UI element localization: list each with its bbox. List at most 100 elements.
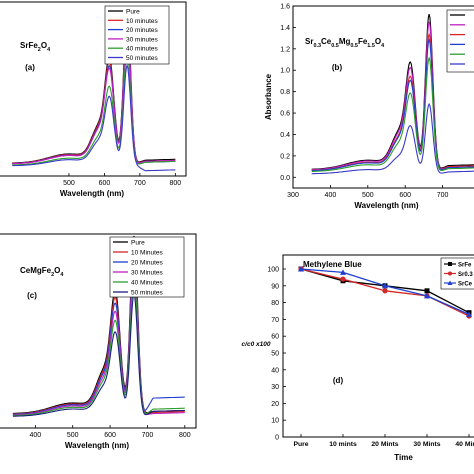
- x-tick-label: 800: [179, 432, 191, 439]
- y-tick-label: 0.4: [280, 132, 290, 139]
- x-tick-label: 700: [134, 180, 146, 187]
- legend-label: 30 Minutes: [131, 270, 164, 277]
- y-tick-label: 70: [271, 317, 279, 324]
- y-tick-label: 40: [271, 367, 279, 374]
- data-point: [382, 288, 388, 294]
- data-point: [466, 311, 472, 317]
- data-point: [424, 288, 430, 294]
- legend-box: [446, 9, 474, 73]
- panel-b-uv-vis-chart: 3004005006007008000.00.20.40.60.81.01.21…: [264, 4, 474, 210]
- legend-label: 50 minutes: [131, 290, 164, 297]
- y-tick-label: 100: [267, 267, 279, 274]
- x-tick-label: 800: [170, 180, 182, 187]
- y-tick-label: 90: [271, 283, 279, 290]
- series-line-6: [12, 63, 176, 172]
- legend-marker: [447, 280, 453, 285]
- series-line-4: [12, 25, 176, 165]
- y-tick-label: 0: [275, 435, 279, 442]
- series-line-4: [12, 264, 185, 416]
- legend-label: Pure: [126, 9, 140, 16]
- y-tick-label: 10: [271, 418, 279, 425]
- y-tick-label: 1.0: [280, 68, 290, 75]
- plot-frame: [0, 1, 187, 177]
- x-tick-label: 400: [30, 432, 42, 439]
- x-tick-label: 40 Mints: [455, 441, 474, 448]
- x-tick-label: 20 Mints: [371, 441, 398, 448]
- x-tick-label: 10 mints: [329, 441, 357, 448]
- legend-marker: [448, 271, 452, 276]
- panel-label: (c): [27, 291, 37, 300]
- series-line-5: [12, 49, 176, 166]
- x-tick-label: 500: [67, 432, 79, 439]
- x-axis-label: Wavelength (nm): [60, 189, 124, 198]
- x-tick-label: 700: [437, 192, 449, 199]
- legend-box: [104, 5, 170, 65]
- series-line-5: [311, 56, 474, 172]
- panel-c-uv-vis-chart: 400 500 600 700 800 Wavelength (nm) CeMgFe2O4 (…: [0, 233, 197, 450]
- legend-label: 20 Minutes: [131, 260, 164, 267]
- x-axis-label: Wavelength (nm): [354, 201, 418, 210]
- x-tick-label: 600: [399, 192, 411, 199]
- y-tick-label: 30: [271, 384, 279, 391]
- panel-label: (a): [25, 63, 35, 72]
- plot-frame: [0, 233, 197, 429]
- data-point: [340, 269, 346, 275]
- x-tick-label: 30 Mints: [413, 441, 440, 448]
- legend-label: 50 minutes: [126, 55, 159, 62]
- x-tick-label: 500: [362, 192, 374, 199]
- series-line-3: [12, 253, 185, 415]
- x-tick-label: 500: [63, 180, 75, 187]
- x-tick-label: 300: [287, 192, 299, 199]
- legend-label: 10 minutes: [126, 18, 159, 25]
- legend-label: 10 Minutes: [131, 250, 164, 257]
- compound-label: CeMgFe2O4: [20, 266, 63, 278]
- compound-label: SrFe2O4: [20, 41, 50, 53]
- legend-label: Pure: [131, 240, 145, 247]
- panel-d-degradation-chart: 0 10 20 30 40 50 60 70 80 90 100 Pure 10 mints 20 Min…: [242, 254, 474, 462]
- x-tick-label: 600: [99, 180, 111, 187]
- data-point: [298, 266, 304, 272]
- y-tick-label: 20: [271, 401, 279, 408]
- panel-label: (d): [333, 376, 344, 385]
- series-line-6: [12, 292, 185, 417]
- y-tick-label: 60: [271, 334, 279, 341]
- data-point: [340, 276, 346, 282]
- series-line-4: [311, 38, 474, 172]
- legend-box: [109, 236, 185, 298]
- data-point: [424, 292, 430, 299]
- x-axis-label: Time: [394, 453, 413, 462]
- chart-title: Methylene Blue: [303, 260, 362, 269]
- x-axis-label: Wavelength (nm): [65, 441, 129, 450]
- y-tick-label: 0.8: [280, 89, 290, 96]
- y-tick-label: 0.2: [280, 153, 290, 160]
- legend-label: 40 minutes: [126, 46, 159, 53]
- series-line-6: [311, 102, 474, 175]
- y-axis-label: Absorbance: [264, 73, 273, 120]
- compound-label: Sr0.3Ce0.5Mg0.5Fe1.5O4: [305, 37, 384, 49]
- y-tick-label: 80: [271, 300, 279, 307]
- panel-a-uv-vis-chart: 500 600 700 800 Wavelength (nm) SrFe2O4 (a) Pur…: [0, 1, 187, 198]
- x-tick-label: 700: [142, 432, 154, 439]
- data-point: [382, 282, 388, 289]
- y-tick-label: 0.0: [280, 175, 290, 182]
- legend-label: 30 minutes: [126, 36, 159, 43]
- x-tick-label: 400: [325, 192, 337, 199]
- legend-label: SrFe: [458, 263, 472, 269]
- plot-frame: [292, 5, 474, 189]
- x-tick-label: Pure: [293, 441, 308, 448]
- legend-label: SrCe: [458, 282, 473, 288]
- plot-frame: [282, 254, 474, 438]
- y-tick-label: 50: [271, 351, 279, 358]
- y-axis-label: c/c0 x100: [242, 341, 271, 348]
- y-tick-label: 1.6: [280, 4, 290, 11]
- legend-label: 40 Minutes: [131, 280, 164, 287]
- legend-marker: [448, 262, 452, 266]
- legend-label: 20 minutes: [126, 27, 159, 34]
- y-tick-label: 1.2: [280, 46, 290, 53]
- x-tick-label: 600: [104, 432, 116, 439]
- panel-label: (b): [332, 63, 343, 72]
- series-line-5: [12, 275, 185, 416]
- y-tick-label: 0.6: [280, 111, 290, 118]
- legend-label: Sr0.3: [458, 272, 473, 278]
